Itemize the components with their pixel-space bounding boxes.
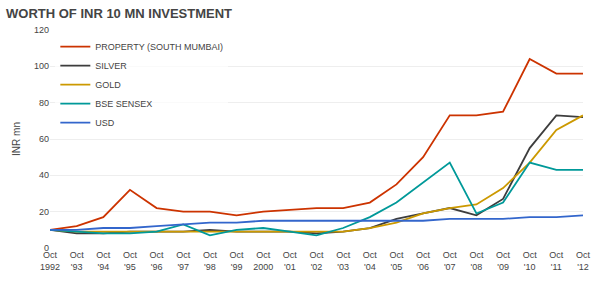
svg-text:80: 80 — [39, 98, 49, 108]
svg-text:Oct'95: Oct'95 — [123, 250, 138, 272]
svg-text:GOLD: GOLD — [95, 80, 121, 90]
svg-text:Oct'99: Oct'99 — [230, 250, 245, 272]
svg-text:Oct'97: Oct'97 — [176, 250, 191, 272]
svg-text:Oct'09: Oct'09 — [496, 250, 511, 272]
svg-text:Oct'04: Oct'04 — [363, 250, 378, 272]
svg-text:SILVER: SILVER — [95, 61, 127, 71]
svg-text:Oct'94: Oct'94 — [96, 250, 111, 272]
svg-text:USD: USD — [95, 118, 115, 128]
svg-text:40: 40 — [39, 170, 49, 180]
svg-text:Oct'93: Oct'93 — [70, 250, 85, 272]
svg-text:120: 120 — [34, 25, 49, 35]
svg-text:Oct'02: Oct'02 — [309, 250, 324, 272]
svg-text:Oct'96: Oct'96 — [150, 250, 165, 272]
svg-text:Oct'11: Oct'11 — [549, 250, 564, 272]
svg-text:Oct'98: Oct'98 — [203, 250, 218, 272]
svg-text:0: 0 — [44, 243, 49, 253]
svg-text:BSE SENSEX: BSE SENSEX — [95, 99, 152, 109]
svg-text:60: 60 — [39, 134, 49, 144]
svg-text:Oct'08: Oct'08 — [469, 250, 484, 272]
svg-text:20: 20 — [39, 207, 49, 217]
svg-text:WORTH OF INR 10 MN INVESTMENT: WORTH OF INR 10 MN INVESTMENT — [6, 6, 232, 21]
svg-text:PROPERTY (SOUTH MUMBAI): PROPERTY (SOUTH MUMBAI) — [95, 42, 223, 52]
svg-text:Oct'07: Oct'07 — [443, 250, 458, 272]
svg-text:Oct'03: Oct'03 — [336, 250, 351, 272]
svg-text:Oct'06: Oct'06 — [416, 250, 431, 272]
svg-text:INR mn: INR mn — [11, 122, 22, 156]
svg-text:Oct'10: Oct'10 — [523, 250, 538, 272]
svg-text:Oct1992: Oct1992 — [40, 250, 60, 272]
svg-text:Oct2000: Oct2000 — [253, 250, 273, 272]
svg-text:Oct'05: Oct'05 — [389, 250, 404, 272]
svg-text:100: 100 — [34, 61, 49, 71]
svg-text:Oct'12: Oct'12 — [576, 250, 591, 272]
svg-text:Oct'01: Oct'01 — [283, 250, 298, 272]
